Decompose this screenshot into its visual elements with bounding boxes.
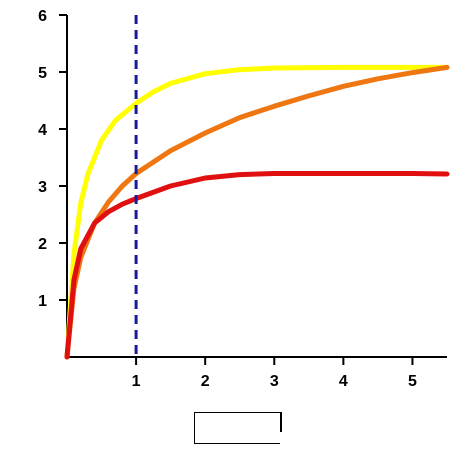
series-line-1 (64, 64, 450, 360)
y-tick-label: 5 (38, 65, 47, 82)
y-tick-label: 2 (38, 236, 47, 253)
series-lines (64, 15, 450, 360)
axes (59, 14, 447, 365)
x-tick-label: 4 (339, 373, 348, 390)
tick-labels: 1 2 3 4 5 6 1 2 3 4 5 (38, 8, 417, 390)
x-tick-label: 2 (201, 373, 210, 390)
series-line-3 (64, 171, 450, 360)
y-tick-label: 1 (38, 293, 47, 310)
legend-box-edge (280, 412, 282, 432)
y-tick-label: 4 (38, 122, 47, 139)
x-tick-label: 5 (408, 373, 417, 390)
y-tick-label: 3 (38, 179, 47, 196)
legend-box (194, 412, 280, 444)
y-tick-label: 6 (38, 8, 47, 25)
x-tick-label: 3 (270, 373, 279, 390)
x-tick-label: 1 (132, 373, 141, 390)
